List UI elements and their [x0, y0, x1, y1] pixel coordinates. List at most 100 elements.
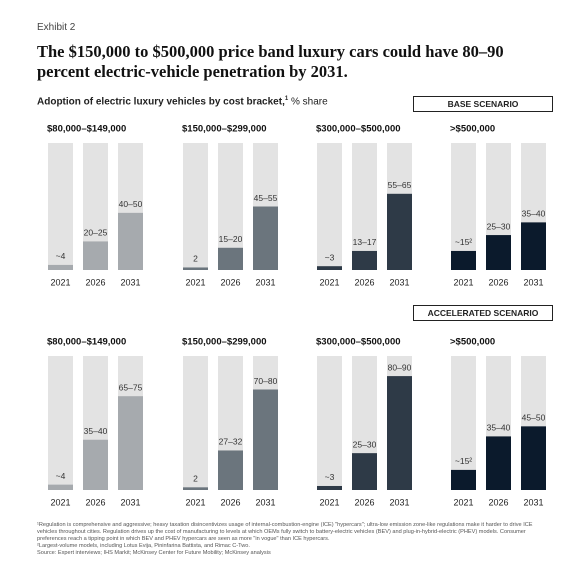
value-label: 2 — [193, 254, 198, 264]
bar — [218, 247, 243, 270]
bar — [253, 389, 278, 490]
panel-title: $80,000–$149,000 — [47, 124, 126, 135]
x-tick-label: 2026 — [354, 277, 374, 287]
x-tick-label: 2031 — [120, 277, 140, 287]
bar — [317, 485, 342, 490]
value-label: 25–30 — [353, 439, 377, 449]
x-tick-label: 2021 — [453, 497, 473, 507]
value-label: ~4 — [56, 471, 66, 481]
bar — [352, 453, 377, 490]
x-tick-label: 2026 — [85, 497, 105, 507]
bar — [83, 241, 108, 270]
bar — [317, 266, 342, 270]
panel-title: $300,000–$500,000 — [316, 337, 401, 348]
x-tick-label: 2021 — [50, 497, 70, 507]
bar-track — [183, 143, 208, 270]
x-tick-label: 2021 — [453, 277, 473, 287]
exhibit-label: Exhibit 2 — [37, 22, 76, 33]
value-label: 35–40 — [84, 426, 108, 436]
panel-title: $80,000–$149,000 — [47, 337, 126, 348]
x-tick-label: 2031 — [255, 497, 275, 507]
bar-track — [451, 356, 476, 490]
bar — [48, 484, 73, 490]
bar-track — [352, 143, 377, 270]
value-label: 35–40 — [522, 209, 546, 219]
x-tick-label: 2026 — [220, 497, 240, 507]
x-tick-label: 2031 — [389, 277, 409, 287]
value-label: 35–40 — [487, 423, 511, 433]
x-tick-label: 2021 — [319, 497, 339, 507]
x-tick-label: 2021 — [50, 277, 70, 287]
bar — [118, 212, 143, 270]
bar — [486, 436, 511, 490]
bar-track — [48, 143, 73, 270]
bar-track — [451, 143, 476, 270]
bar — [352, 250, 377, 270]
scenario-label: BASE SCENARIO — [413, 96, 553, 112]
x-tick-label: 2031 — [523, 497, 543, 507]
x-tick-label: 2021 — [185, 277, 205, 287]
bar — [118, 396, 143, 490]
value-label: 65–75 — [119, 382, 143, 392]
panel-title: $150,000–$299,000 — [182, 124, 267, 135]
value-label: 27–32 — [219, 437, 243, 447]
bar — [218, 450, 243, 490]
value-label: 70–80 — [254, 376, 278, 386]
value-label: ~4 — [56, 251, 66, 261]
value-label: 45–50 — [522, 413, 546, 423]
bar — [521, 426, 546, 490]
x-tick-label: 2031 — [523, 277, 543, 287]
bar — [83, 439, 108, 490]
x-tick-label: 2021 — [185, 497, 205, 507]
bar — [451, 469, 476, 490]
footnote: ¹Regulation is comprehensive and aggress… — [37, 522, 533, 542]
bar — [183, 267, 208, 270]
value-label: ~3 — [325, 252, 335, 262]
value-label: ~3 — [325, 472, 335, 482]
value-label: 80–90 — [388, 362, 412, 372]
value-label: 13–17 — [353, 237, 377, 247]
value-label: 55–65 — [388, 180, 412, 190]
bar — [521, 222, 546, 270]
value-label: ~15² — [455, 456, 472, 466]
footnotes: ¹Regulation is comprehensive and aggress… — [37, 522, 552, 557]
title: The $150,000 to $500,000 price band luxu… — [37, 42, 504, 81]
x-tick-label: 2026 — [220, 277, 240, 287]
subtitle-unit: % share — [290, 96, 328, 108]
bar-track — [183, 356, 208, 490]
bar — [387, 376, 412, 490]
x-tick-label: 2031 — [255, 277, 275, 287]
footnote: ²Largest-volume models, including Lotus … — [37, 543, 250, 549]
x-tick-label: 2031 — [389, 497, 409, 507]
panel-title: $150,000–$299,000 — [182, 337, 267, 348]
subtitle-text: Adoption of electric luxury vehicles by … — [37, 96, 285, 108]
value-label: 2 — [193, 474, 198, 484]
bar-track — [317, 356, 342, 490]
x-tick-label: 2031 — [120, 497, 140, 507]
x-tick-label: 2026 — [85, 277, 105, 287]
bar-track — [317, 143, 342, 270]
charts: $80,000–$149,000 ~4 2021 20–25 2026 40–50 2031… — [47, 124, 546, 507]
value-label: 45–55 — [254, 193, 278, 203]
panel-title: >$500,000 — [450, 337, 495, 348]
panel-title: $300,000–$500,000 — [316, 124, 401, 135]
bar — [486, 235, 511, 270]
value-label: 40–50 — [119, 199, 143, 209]
scenario-label: ACCELERATED SCENARIO — [413, 305, 553, 321]
bar — [387, 193, 412, 270]
x-tick-label: 2021 — [319, 277, 339, 287]
x-tick-label: 2026 — [488, 497, 508, 507]
value-label: 15–20 — [219, 234, 243, 244]
bar-track — [48, 356, 73, 490]
bar — [183, 487, 208, 490]
value-label: ~15² — [455, 237, 472, 247]
panel-title: >$500,000 — [450, 124, 495, 135]
x-tick-label: 2026 — [354, 497, 374, 507]
value-label: 20–25 — [84, 228, 108, 238]
bar — [48, 264, 73, 270]
footnote-ref: 1 — [284, 96, 289, 102]
bar — [253, 206, 278, 270]
subtitle: Adoption of electric luxury vehicles by … — [37, 96, 328, 107]
bar — [451, 250, 476, 270]
